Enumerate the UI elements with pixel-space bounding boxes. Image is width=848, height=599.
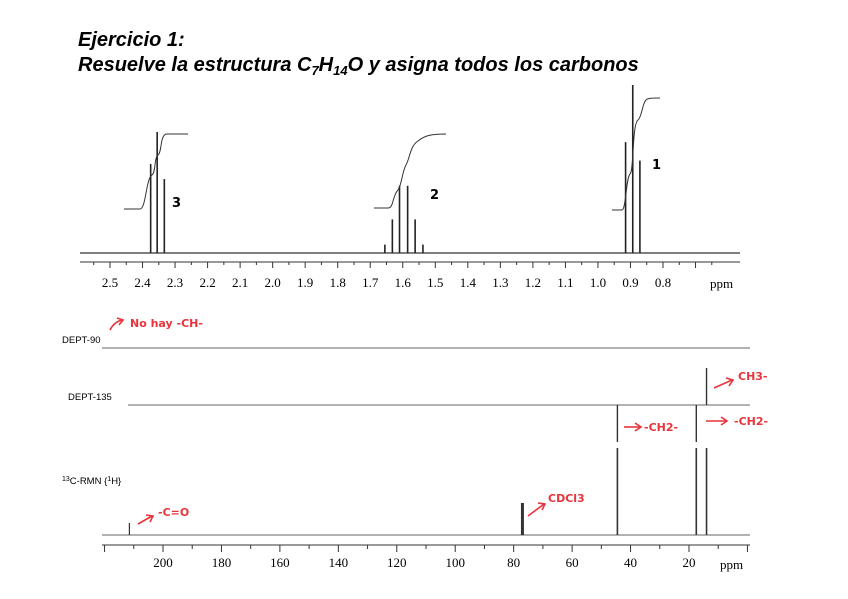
ch2b-note-arrowhead (720, 416, 729, 426)
ch3-note: CH3- (738, 370, 768, 383)
h-tick-label: 1.9 (297, 275, 313, 290)
c13-tick-label: 180 (212, 555, 232, 570)
h-tick-label: 0.8 (655, 275, 671, 290)
dept135-label: DEPT-135 (68, 392, 112, 403)
h-tick-labels: 2.5 2.4 2.3 2.2 2.1 2.0 1.9 1.8 1.7 1.6 1.5 1.4 1.3 1… (102, 275, 671, 290)
dept90-note-arrow (109, 319, 123, 331)
ch2a-note: -CH2- (644, 421, 678, 434)
h-peaks (149, 85, 641, 253)
c13-tick-label: 200 (153, 555, 173, 570)
integral-curve-1 (612, 97, 661, 211)
dept90-label: DEPT-90 (62, 335, 101, 346)
exercise-title: Ejercicio 1: Resuelve la estructura C7H1… (78, 28, 639, 83)
c13-tick-label: 80 (507, 555, 520, 570)
h-tick-label: 1.0 (590, 275, 606, 290)
c13-axis-unit: ppm (720, 557, 743, 572)
dept135-peaks (616, 368, 708, 442)
c13-tick-label: 100 (445, 555, 465, 570)
dept90-note-arrowhead (116, 317, 125, 326)
dept90-trace: DEPT-90 No hay -CH- (62, 317, 750, 349)
ch2a-note-arrowhead (634, 422, 643, 432)
h-tick-label: 1.7 (362, 275, 379, 290)
co-note: -C=O (158, 506, 189, 519)
h-tick-label: 0.9 (622, 275, 638, 290)
c13-tick-label: 140 (329, 555, 349, 570)
c13-peaks (128, 448, 708, 535)
h-tick-label: 2.0 (265, 275, 281, 290)
c13-tick-label: 120 (387, 555, 407, 570)
h-minor-ticks (93, 262, 713, 268)
co-note-arrowhead (145, 514, 155, 523)
peak-label-1: 1 (652, 158, 661, 173)
c13-tick-label: 40 (624, 555, 637, 570)
c13-label: 13C-RMN {1H} (62, 476, 121, 487)
h-tick-label: 2.1 (232, 275, 248, 290)
ch3-note-arrowhead (725, 377, 735, 387)
peak-label-2: 2 (430, 188, 439, 203)
cdcl3-note-arrowhead (537, 502, 547, 511)
h-tick-label: 1.3 (492, 275, 508, 290)
h-tick-label: 1.1 (557, 275, 573, 290)
h-tick-label: 2.3 (167, 275, 183, 290)
h-tick-label: 2.2 (199, 275, 215, 290)
h-tick-label: 1.5 (427, 275, 443, 290)
c13-trace: 13C-RMN {1H} 200 180 160 140 120 100 80 60 40 20 … (62, 448, 750, 572)
cdcl3-note: CDCl3 (548, 492, 585, 505)
h-tick-label: 2.5 (102, 275, 118, 290)
h-axis-unit: ppm (710, 276, 733, 291)
peak-label-3: 3 (172, 196, 181, 211)
title-line-1: Ejercicio 1: (78, 29, 185, 51)
cdcl3-note-arrow (527, 503, 545, 517)
h-tick-label: 1.2 (525, 275, 541, 290)
dept135-trace: DEPT-135 CH3- -CH2- -CH2- (68, 368, 768, 442)
ch3-note-arrow (713, 379, 733, 389)
dept90-note: No hay -CH- (130, 317, 203, 330)
ch2b-note: -CH2- (734, 415, 768, 428)
h-tick-label: 1.4 (460, 275, 477, 290)
co-note-arrow (137, 515, 153, 525)
c13-tick-label: 60 (566, 555, 579, 570)
integral-curve-2 (374, 133, 447, 209)
title-line-2: Resuelve la estructura C7H14O y asigna t… (78, 54, 639, 78)
h-tick-label: 1.8 (330, 275, 346, 290)
c13-ticks: 200 180 160 140 120 100 80 60 40 20 (104, 545, 748, 570)
h-tick-label: 1.6 (395, 275, 412, 290)
c13-tick-label: 160 (270, 555, 290, 570)
c13-tick-label: 20 (683, 555, 696, 570)
proton-nmr-spectrum: 2.5 2.4 2.3 2.2 2.1 2.0 1.9 1.8 1.7 1.6 1.5 1.4 1.3 1… (80, 85, 740, 291)
h-tick-label: 2.4 (134, 275, 151, 290)
integral-curve-3 (124, 133, 188, 210)
